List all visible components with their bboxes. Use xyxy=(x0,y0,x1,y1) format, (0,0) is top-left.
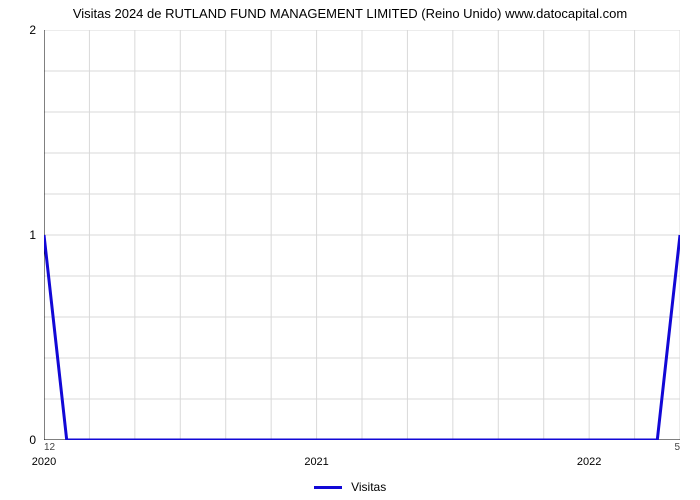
y-axis-tick-label: 2 xyxy=(29,23,36,37)
chart-plot-area: 012202020212022125 xyxy=(44,30,680,440)
legend-label: Visitas xyxy=(351,480,386,494)
y-axis-tick-label: 1 xyxy=(29,228,36,242)
x-axis-tick-label: 2022 xyxy=(577,456,601,468)
x-axis-tick-label: 2021 xyxy=(304,456,328,468)
x-endpoint-left-label: 12 xyxy=(44,442,55,453)
x-axis-tick-label: 2020 xyxy=(32,456,56,468)
chart-title: Visitas 2024 de RUTLAND FUND MANAGEMENT … xyxy=(0,0,700,21)
y-axis-tick-label: 0 xyxy=(29,433,36,447)
chart-legend: Visitas xyxy=(0,480,700,494)
legend-swatch xyxy=(314,486,342,489)
x-endpoint-right-label: 5 xyxy=(674,442,680,453)
chart-container: Visitas 2024 de RUTLAND FUND MANAGEMENT … xyxy=(0,0,700,500)
chart-svg xyxy=(44,30,680,440)
